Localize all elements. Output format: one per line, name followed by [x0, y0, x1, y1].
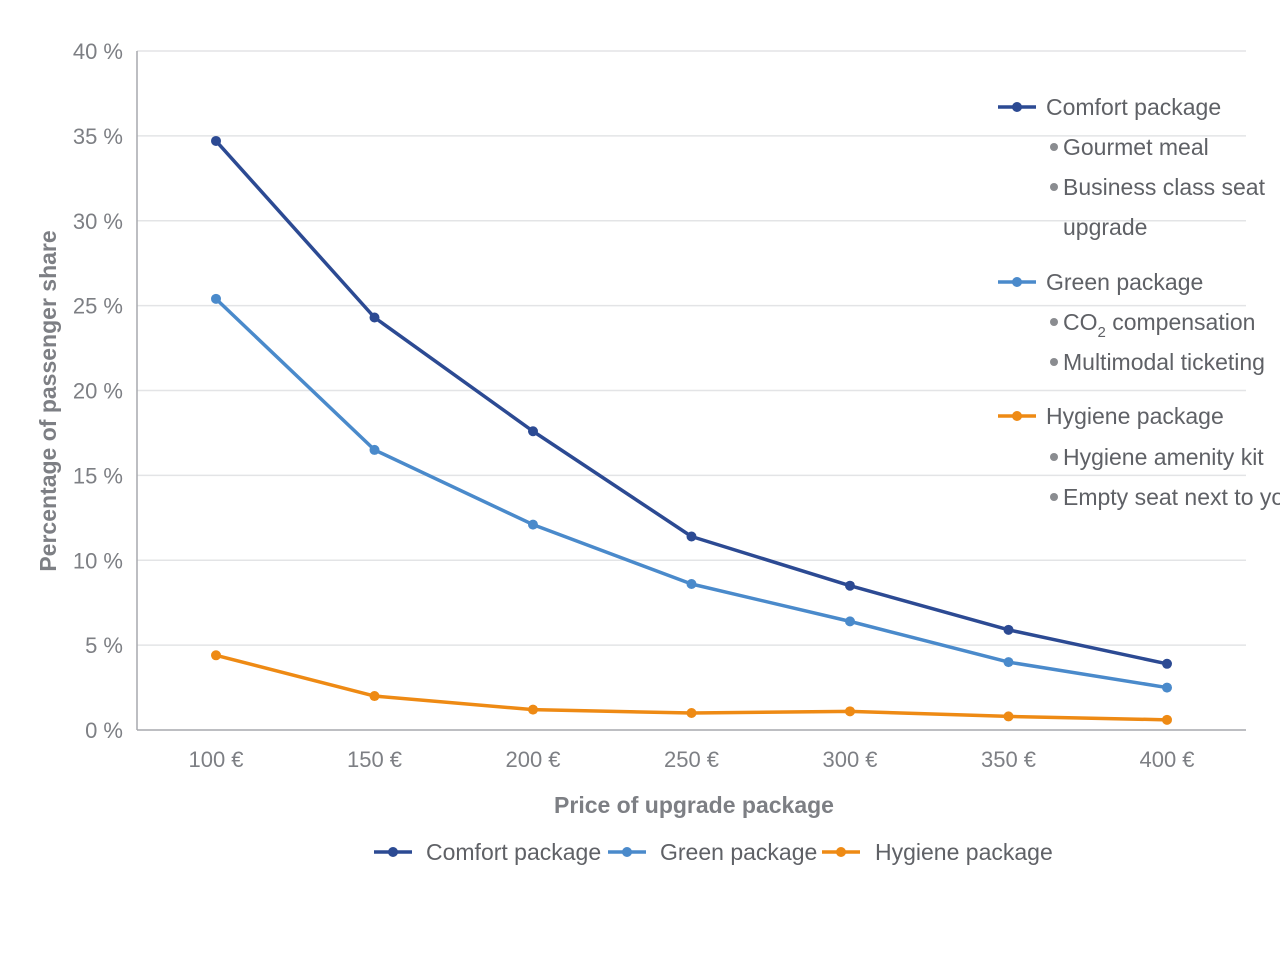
bullet-icon: [1050, 493, 1058, 501]
data-series: [211, 135, 1172, 725]
data-point: [686, 579, 697, 590]
x-tick-label: 250 €: [664, 747, 719, 772]
x-tick-labels: 100 € 150 € 200 € 250 € 300 € 350 € 400 €: [188, 747, 1194, 772]
x-tick-label: 150 €: [347, 747, 402, 772]
bottom-legend-comfort-package: Comfort package: [374, 839, 601, 865]
legend-label: Hygiene package: [1046, 403, 1224, 429]
y-tick-labels: 0 % 5 % 10 % 15 % 20 % 25 % 30 % 35 % 40 %: [73, 39, 123, 743]
bullet-icon: [1050, 318, 1058, 326]
legend-label: Comfort package: [1046, 94, 1221, 120]
legend-feature: CO2 compensation: [1063, 309, 1255, 341]
axes: [136, 51, 1246, 731]
data-point: [845, 616, 855, 627]
side-legend-green-package: Green package CO2 compensation Multimodal …: [998, 269, 1265, 375]
data-point: [211, 135, 221, 146]
data-point: [686, 531, 697, 542]
y-tick-label: 30 %: [73, 209, 123, 234]
series-line: [214, 297, 1168, 690]
legend-feature: Hygiene amenity kit: [1063, 444, 1264, 470]
legend-marker: [388, 847, 398, 857]
legend-marker: [1012, 277, 1022, 287]
bullet-icon: [1050, 453, 1058, 461]
x-tick-label: 100 €: [188, 747, 243, 772]
data-point: [369, 691, 380, 702]
data-point: [369, 312, 380, 323]
bullet-icon: [1050, 143, 1058, 151]
x-tick-label: 350 €: [981, 747, 1036, 772]
y-tick-label: 35 %: [73, 124, 123, 149]
data-point: [528, 519, 538, 530]
y-tick-label: 0 %: [85, 718, 123, 743]
y-tick-label: 40 %: [73, 39, 123, 64]
data-point: [528, 704, 538, 715]
legend-label: Green package: [1046, 269, 1203, 295]
legend-marker: [836, 847, 846, 857]
legend-feature: Business class seat: [1063, 174, 1266, 200]
x-axis-title: Price of upgrade package: [554, 792, 834, 818]
y-tick-label: 10 %: [73, 548, 123, 573]
series-comfort-package: [211, 135, 1172, 669]
data-point: [1162, 682, 1172, 693]
y-tick-label: 25 %: [73, 294, 123, 319]
y-tick-label: 20 %: [73, 379, 123, 404]
data-point: [845, 580, 855, 591]
legend-marker: [1012, 411, 1022, 421]
legend-feature: Multimodal ticketing: [1063, 349, 1265, 375]
series-hygiene-package: [211, 650, 1172, 725]
side-legend: Comfort package Gourmet meal Business clas…: [998, 94, 1280, 510]
data-point: [211, 293, 221, 304]
bullet-icon: [1050, 183, 1058, 191]
bullet-icon: [1050, 358, 1058, 366]
x-tick-label: 400 €: [1139, 747, 1194, 772]
side-legend-comfort-package: Comfort package Gourmet meal Business clas…: [998, 94, 1266, 240]
y-tick-label: 5 %: [85, 633, 123, 658]
data-point: [1162, 658, 1172, 669]
series-green-package: [211, 293, 1172, 693]
data-point: [1003, 711, 1014, 722]
legend-feature: Empty seat next to you: [1063, 484, 1280, 510]
legend-feature: Gourmet meal: [1063, 134, 1209, 160]
data-point: [686, 708, 697, 719]
legend-feature: upgrade: [1063, 214, 1147, 240]
bottom-legend-hygiene-package: Hygiene package: [822, 839, 1053, 865]
legend-label: Green package: [660, 839, 817, 865]
legend-marker: [622, 847, 632, 857]
bottom-legend: Comfort package Green package Hygiene pack…: [374, 839, 1053, 865]
legend-marker: [1012, 102, 1022, 112]
y-axis-title: Percentage of passenger share: [35, 230, 61, 571]
data-point: [1003, 657, 1014, 668]
data-point: [1003, 624, 1014, 635]
x-tick-label: 300 €: [822, 747, 877, 772]
data-point: [528, 426, 538, 437]
data-point: [369, 444, 380, 455]
x-tick-label: 200 €: [505, 747, 560, 772]
y-tick-label: 15 %: [73, 463, 123, 488]
data-point: [845, 706, 855, 717]
side-legend-hygiene-package: Hygiene package Hygiene amenity kit Empty …: [998, 403, 1280, 510]
bottom-legend-green-package: Green package: [608, 839, 817, 865]
data-point: [211, 650, 221, 661]
data-point: [1162, 714, 1172, 725]
legend-label: Hygiene package: [875, 839, 1053, 865]
legend-label: Comfort package: [426, 839, 601, 865]
gridlines: [137, 50, 1246, 646]
